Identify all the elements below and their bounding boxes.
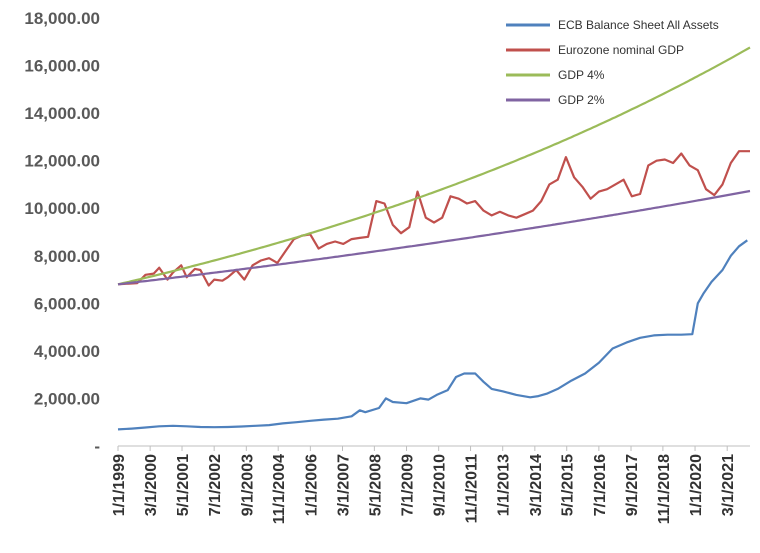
- legend-label-gdp-4: GDP 4%: [558, 68, 605, 82]
- x-tick-label: 9/1/2003: [239, 454, 256, 516]
- series-line-gdp-4: [117, 46, 751, 286]
- series-lines: [117, 46, 751, 431]
- y-tick-label: 14,000.00: [24, 104, 100, 123]
- x-tick-label: 5/1/2015: [560, 454, 577, 516]
- x-tick-label: 3/1/2000: [143, 454, 160, 516]
- x-tick-label: 1/1/2006: [303, 454, 320, 516]
- x-tick-label: 7/1/2002: [207, 454, 224, 516]
- x-tick-label: 1/1/2020: [688, 454, 705, 516]
- y-tick-label: 8,000.00: [34, 247, 100, 266]
- y-tick-label: 2,000.00: [34, 389, 100, 408]
- y-tick-label: 12,000.00: [24, 152, 100, 171]
- x-tick-label: 7/1/2009: [400, 454, 417, 516]
- x-tick-label: 1/1/2013: [496, 454, 513, 516]
- x-axis: 1/1/1999 3/1/2000 5/1/2001 7/1/2002 9/1/2003…: [111, 445, 750, 524]
- x-tick-label: 5/1/2008: [367, 454, 384, 516]
- y-tick-label: -: [94, 437, 100, 456]
- y-tick-label: 4,000.00: [34, 342, 100, 361]
- x-tick-label: 7/1/2016: [592, 454, 609, 516]
- x-tick-label: 9/1/2010: [432, 454, 449, 516]
- x-tick-label: 3/1/2021: [720, 454, 737, 516]
- series-line-gdp-2: [117, 189, 751, 286]
- y-axis: - 2,000.00 4,000.00 6,000.00 8,000.00 10,000.…: [24, 9, 100, 456]
- y-tick-label: 6,000.00: [34, 294, 100, 313]
- legend-label-eurozone-nominal-gdp: Eurozone nominal GDP: [558, 43, 684, 57]
- x-tick-label: 3/1/2007: [335, 454, 352, 516]
- y-tick-label: 16,000.00: [24, 57, 100, 76]
- x-tick-label: 11/1/2011: [464, 454, 481, 524]
- x-tick-label: 5/1/2001: [175, 454, 192, 516]
- legend-label-gdp-2: GDP 2%: [558, 93, 605, 107]
- x-tick-label: 11/1/2004: [271, 454, 288, 524]
- x-tick-label: 9/1/2017: [624, 454, 641, 516]
- x-tick-label: 3/1/2014: [528, 454, 545, 516]
- y-tick-label: 10,000.00: [24, 199, 100, 218]
- legend: ECB Balance Sheet All Assets Eurozone nom…: [506, 18, 719, 107]
- x-tick-label: 1/1/1999: [111, 454, 128, 516]
- x-tick-label: 11/1/2018: [656, 454, 673, 524]
- series-line-eurozone-nominal-gdp: [117, 150, 750, 287]
- legend-label-ecb-balance-sheet-all-assets: ECB Balance Sheet All Assets: [558, 18, 719, 32]
- series-line-ecb-balance-sheet-all-assets: [117, 239, 748, 431]
- y-tick-label: 18,000.00: [24, 9, 100, 28]
